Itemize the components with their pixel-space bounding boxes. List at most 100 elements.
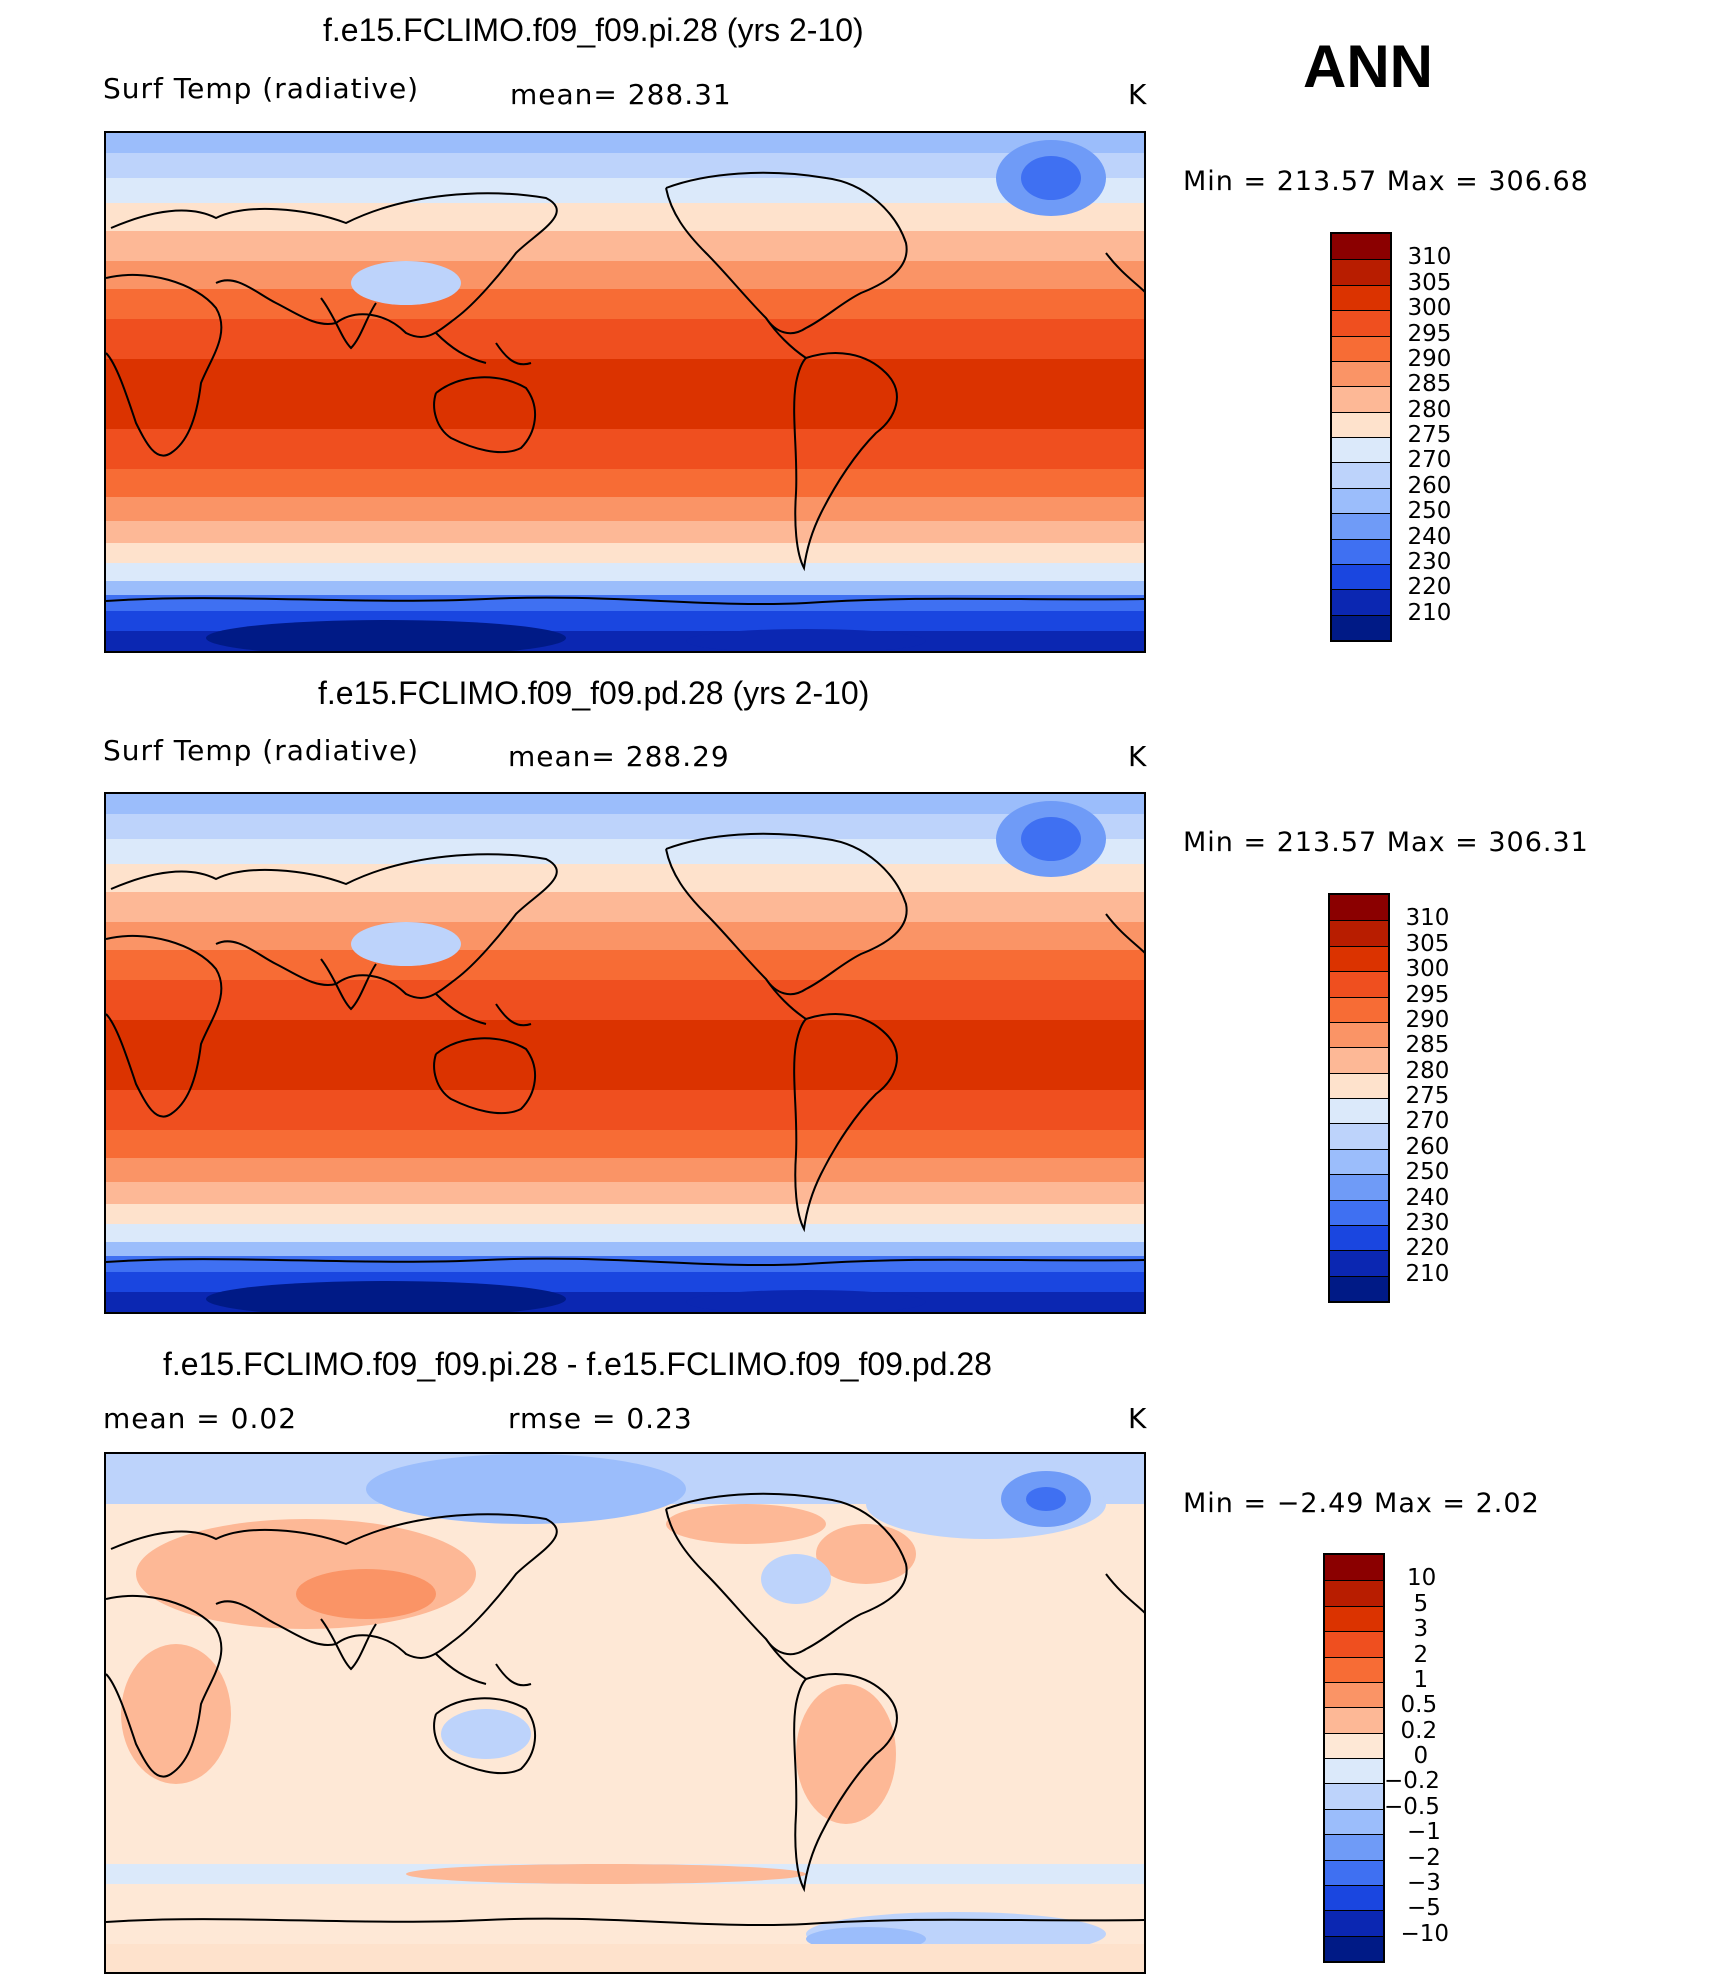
panel-1-mean: mean= 288.31 xyxy=(510,78,732,111)
colorbar-label: 260 xyxy=(1407,472,1452,499)
colorbar-swatch xyxy=(1330,945,1388,972)
colorbar-label: 210 xyxy=(1405,1260,1450,1287)
colorbar-label: −3 xyxy=(1407,1869,1441,1896)
panel-1-colorbar xyxy=(1330,232,1392,642)
panel-3-map xyxy=(104,1452,1146,1974)
colorbar-label: 310 xyxy=(1405,905,1450,932)
colorbar-label: −0.2 xyxy=(1384,1768,1440,1795)
colorbar-label: 220 xyxy=(1407,574,1452,601)
panel-2-title: f.e15.FCLIMO.f09_f09.pd.28 (yrs 2-10) xyxy=(318,675,870,711)
colorbar-swatch xyxy=(1325,1910,1383,1936)
colorbar-label: 305 xyxy=(1407,269,1452,296)
colorbar-swatch xyxy=(1332,563,1390,590)
panel-2-minmax: Min = 213.57 Max = 306.31 xyxy=(1183,827,1589,858)
colorbar-swatch xyxy=(1325,1783,1383,1809)
panel-1-title: f.e15.FCLIMO.f09_f09.pi.28 (yrs 2-10) xyxy=(323,12,864,48)
panel-2-mean: mean= 288.29 xyxy=(508,740,730,773)
colorbar-swatch xyxy=(1330,1123,1388,1149)
colorbar-label: 5 xyxy=(1413,1590,1429,1617)
colorbar-swatch xyxy=(1330,895,1388,921)
colorbar-swatch xyxy=(1330,920,1388,946)
colorbar-swatch xyxy=(1330,1148,1388,1175)
panel-3-rmse: rmse = 0.23 xyxy=(508,1402,693,1435)
colorbar-label: 300 xyxy=(1405,956,1450,983)
colorbar-label: −2 xyxy=(1407,1844,1441,1871)
colorbar-label: 290 xyxy=(1405,1006,1450,1033)
colorbar-swatch xyxy=(1330,1098,1388,1124)
colorbar-label: 220 xyxy=(1405,1235,1450,1262)
colorbar-swatch xyxy=(1332,437,1390,463)
colorbar-label: 280 xyxy=(1407,396,1452,423)
colorbar-swatch xyxy=(1325,1580,1383,1606)
colorbar-swatch xyxy=(1325,1834,1383,1860)
colorbar-swatch xyxy=(1325,1681,1383,1708)
colorbar-label: 300 xyxy=(1407,295,1452,322)
colorbar-swatch xyxy=(1325,1707,1383,1733)
colorbar-label: 280 xyxy=(1405,1057,1450,1084)
colorbar-swatch xyxy=(1330,1174,1388,1200)
colorbar-swatch xyxy=(1332,234,1390,260)
colorbar-swatch xyxy=(1332,513,1390,539)
colorbar-label: 295 xyxy=(1407,320,1452,347)
colorbar-label: 210 xyxy=(1407,599,1452,626)
panel-1-units: K xyxy=(1128,78,1148,111)
colorbar-label: 275 xyxy=(1405,1083,1450,1109)
colorbar-label: −10 xyxy=(1400,1920,1450,1947)
panel-2-colorbar xyxy=(1328,893,1390,1303)
colorbar-swatch xyxy=(1325,1859,1383,1885)
panel-2-variable: Surf Temp (radiative) xyxy=(103,734,420,767)
colorbar-swatch xyxy=(1332,614,1390,640)
colorbar-label: 0.2 xyxy=(1400,1717,1438,1744)
colorbar-label: 285 xyxy=(1405,1032,1450,1059)
colorbar-swatch xyxy=(1325,1758,1383,1784)
colorbar-swatch xyxy=(1325,1808,1383,1835)
colorbar-swatch xyxy=(1332,259,1390,285)
colorbar-swatch xyxy=(1332,538,1390,564)
colorbar-swatch xyxy=(1325,1935,1383,1961)
colorbar-swatch xyxy=(1332,386,1390,412)
panel-3-units: K xyxy=(1128,1402,1148,1435)
panel-1-map xyxy=(104,131,1146,653)
colorbar-label: 275 xyxy=(1407,422,1452,448)
colorbar-label: 240 xyxy=(1405,1184,1450,1211)
panel-1-minmax: Min = 213.57 Max = 306.68 xyxy=(1183,166,1589,197)
colorbar-swatch xyxy=(1332,310,1390,336)
colorbar-swatch xyxy=(1332,411,1390,437)
colorbar-swatch xyxy=(1332,462,1390,488)
colorbar-label: 290 xyxy=(1407,345,1452,372)
colorbar-swatch xyxy=(1330,1021,1388,1048)
colorbar-swatch xyxy=(1325,1656,1383,1682)
colorbar-label: 260 xyxy=(1405,1133,1450,1160)
colorbar-label: 270 xyxy=(1407,447,1452,474)
colorbar-swatch xyxy=(1332,487,1390,514)
colorbar-label: 1 xyxy=(1413,1666,1429,1693)
colorbar-swatch xyxy=(1325,1631,1383,1657)
colorbar-swatch xyxy=(1332,284,1390,311)
panel-3-title: f.e15.FCLIMO.f09_f09.pi.28 - f.e15.FCLIM… xyxy=(163,1346,992,1382)
colorbar-label: 250 xyxy=(1407,498,1452,525)
colorbar-swatch xyxy=(1330,1275,1388,1301)
colorbar-swatch xyxy=(1330,996,1388,1022)
panel-3-mean: mean = 0.02 xyxy=(103,1402,298,1435)
panel-3-colorbar xyxy=(1323,1553,1385,1963)
panel-2-units: K xyxy=(1128,740,1148,773)
season-label: ANN xyxy=(1303,33,1433,100)
colorbar-label: 305 xyxy=(1405,930,1450,957)
colorbar-swatch xyxy=(1330,1199,1388,1225)
colorbar-label: 0 xyxy=(1413,1743,1429,1769)
colorbar-label: 230 xyxy=(1405,1209,1450,1236)
colorbar-swatch xyxy=(1330,1072,1388,1098)
colorbar-swatch xyxy=(1332,335,1390,361)
colorbar-swatch xyxy=(1325,1605,1383,1632)
colorbar-label: 10 xyxy=(1407,1565,1437,1592)
colorbar-label: 3 xyxy=(1413,1616,1429,1643)
colorbar-label: 285 xyxy=(1407,371,1452,398)
panel-3-minmax: Min = −2.49 Max = 2.02 xyxy=(1183,1488,1540,1519)
colorbar-swatch xyxy=(1330,1047,1388,1073)
colorbar-swatch xyxy=(1332,360,1390,387)
colorbar-swatch xyxy=(1325,1884,1383,1911)
panel-2-map xyxy=(104,792,1146,1314)
colorbar-label: −5 xyxy=(1407,1895,1441,1922)
colorbar-label: 0.5 xyxy=(1400,1692,1438,1719)
colorbar-label: 250 xyxy=(1405,1159,1450,1186)
